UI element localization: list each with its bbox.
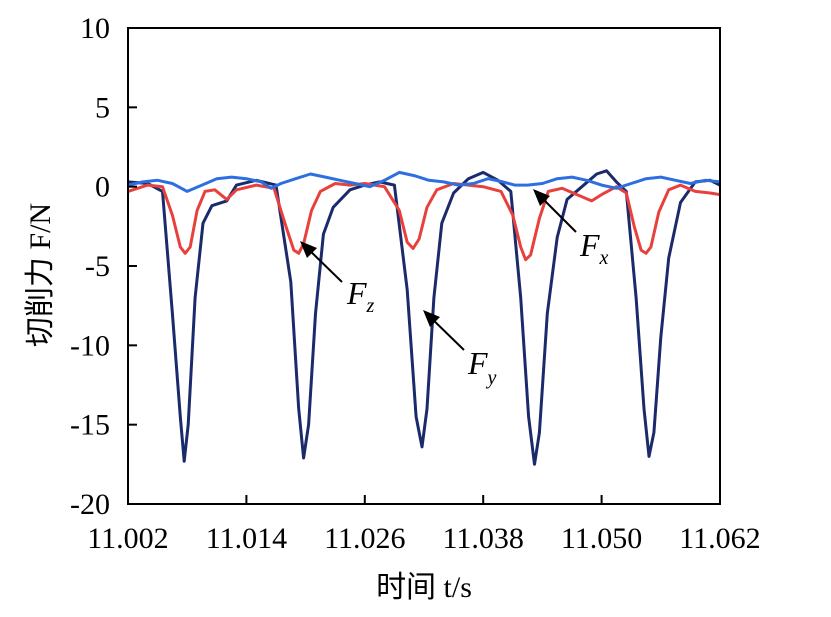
series-line-fx xyxy=(127,170,721,193)
annotation-fy: Fy xyxy=(423,310,497,389)
x-tick-label: 11.014 xyxy=(206,522,287,555)
annotation-fx-arrowhead xyxy=(533,189,550,206)
x-tick-label: 11.002 xyxy=(87,522,168,555)
ticks-layer xyxy=(127,27,721,505)
y-tick-label: -5 xyxy=(85,250,110,283)
y-axis-title: 切削力 F/N xyxy=(24,203,57,347)
y-tick-label: -15 xyxy=(70,409,110,442)
x-tick-label: 11.026 xyxy=(324,522,405,555)
annotation-fz: Fz xyxy=(300,241,375,317)
series-line-fz xyxy=(127,182,721,262)
y-tick-label: 0 xyxy=(95,171,110,204)
annotation-fx-label: Fx xyxy=(579,227,609,269)
annotation-fz-label: Fz xyxy=(346,275,375,317)
y-tick-label: 5 xyxy=(95,91,110,124)
series-line-fy xyxy=(127,169,721,466)
y-tick-label: 10 xyxy=(80,12,110,45)
annotation-fx: Fx xyxy=(533,189,609,269)
annotation-fy-arrowhead xyxy=(423,310,440,327)
series-layer xyxy=(127,169,721,466)
x-tick-label: 11.038 xyxy=(443,522,524,555)
x-tick-label: 11.062 xyxy=(679,522,760,555)
y-tick-label: -20 xyxy=(70,488,110,521)
x-axis-title: 时间 t/s xyxy=(376,571,472,604)
tick-labels-layer: 11.002 11.014 11.026 11.038 11.050 11.062 10 5 0… xyxy=(70,12,761,555)
annotation-fy-label: Fy xyxy=(467,345,497,389)
x-tick-label: 11.050 xyxy=(561,522,642,555)
y-tick-label: -10 xyxy=(70,329,110,362)
annotation-fz-arrowhead xyxy=(300,241,317,258)
